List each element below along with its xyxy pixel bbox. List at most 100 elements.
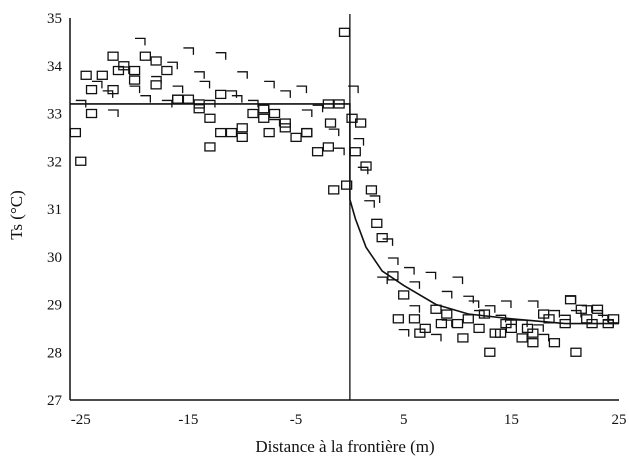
corner-marker (452, 276, 464, 285)
y-tick-label: 32 (47, 154, 62, 170)
square-marker (193, 104, 205, 114)
y-axis-title: Ts (°C) (7, 190, 26, 240)
square-marker (548, 338, 561, 348)
square-marker (279, 118, 291, 128)
square-marker (150, 80, 162, 90)
corner-marker (312, 104, 324, 113)
square-marker (328, 185, 340, 195)
square-marker (430, 304, 442, 314)
corner-marker (237, 71, 248, 79)
square-marker (371, 218, 383, 228)
corner-marker (506, 319, 518, 328)
y-tick-label: 28 (47, 345, 62, 361)
square-marker (301, 127, 313, 138)
square-marker (484, 347, 496, 357)
square-marker (118, 61, 130, 71)
corner-marker (409, 305, 421, 313)
corner-marker (161, 99, 173, 108)
square-marker (161, 65, 173, 76)
x-tick-labels: -25 -15 -5 5 15 25 (71, 412, 627, 428)
corner-marker (431, 333, 442, 342)
square-marker (392, 314, 404, 324)
corner-marker (264, 80, 275, 89)
corner-marker (108, 109, 119, 117)
square-marker (462, 314, 474, 324)
square-marker (215, 127, 227, 138)
y-tick-label: 27 (47, 393, 63, 409)
square-marker (139, 51, 152, 61)
square-marker (346, 113, 358, 123)
square-marker (322, 142, 335, 152)
corner-marker (75, 99, 87, 108)
y-tick-label: 34 (47, 59, 63, 75)
square-marker (96, 70, 108, 80)
square-marker (489, 328, 501, 338)
square-marker (591, 304, 604, 314)
corner-marker (441, 290, 453, 299)
corner-marker (269, 118, 281, 127)
corner-marker (134, 37, 146, 46)
corner-marker (377, 276, 388, 285)
corner-marker (151, 75, 162, 84)
square-marker (414, 328, 426, 338)
corner-marker (603, 319, 614, 328)
corner-marker (533, 324, 544, 332)
square-marker (527, 338, 539, 348)
square-marker (435, 318, 448, 329)
square-marker (473, 323, 485, 334)
corner-marker (369, 195, 381, 203)
corner-marker (382, 238, 394, 246)
data-points (69, 27, 620, 357)
x-tick-label: 5 (400, 412, 408, 428)
square-marker (341, 180, 353, 190)
y-tick-label: 35 (47, 11, 62, 27)
square-marker (128, 65, 141, 76)
corner-marker (199, 80, 211, 89)
x-tick-label: -5 (290, 412, 303, 428)
corner-marker (226, 90, 238, 98)
corner-marker (296, 85, 308, 94)
square-marker (570, 347, 582, 357)
corner-marker (468, 300, 480, 308)
corner-marker (500, 300, 512, 308)
corner-marker (463, 295, 474, 304)
corner-marker (592, 309, 604, 318)
corner-marker (172, 85, 184, 94)
corner-marker (102, 90, 114, 98)
square-marker (258, 104, 270, 114)
corner-marker (353, 138, 365, 146)
y-tick-labels: 27 28 29 30 31 32 33 34 35 (47, 11, 63, 409)
corner-marker (404, 266, 415, 275)
square-marker (279, 123, 291, 133)
square-marker (290, 132, 302, 143)
square-marker (150, 56, 162, 66)
corner-marker (565, 295, 577, 304)
corner-marker (248, 99, 259, 108)
square-marker (354, 118, 367, 128)
square-marker (236, 123, 248, 133)
corner-marker (364, 200, 375, 208)
corner-marker (258, 104, 270, 113)
corner-marker (409, 281, 421, 289)
square-marker (107, 51, 119, 61)
corner-marker (194, 71, 205, 79)
square-marker (516, 333, 528, 343)
square-marker (268, 108, 281, 119)
square-marker (171, 94, 184, 104)
square-marker (182, 94, 195, 104)
square-marker (263, 127, 275, 138)
square-marker (204, 113, 216, 123)
corner-marker (538, 333, 550, 342)
corner-marker (398, 329, 410, 337)
square-marker (85, 108, 98, 119)
square-marker (441, 309, 453, 319)
square-marker (338, 27, 351, 37)
corner-marker (140, 95, 152, 103)
corner-marker (328, 128, 340, 137)
square-marker (365, 185, 378, 195)
square-marker (204, 142, 216, 152)
corner-marker (301, 109, 313, 117)
square-marker (128, 75, 141, 85)
square-marker (451, 318, 464, 329)
